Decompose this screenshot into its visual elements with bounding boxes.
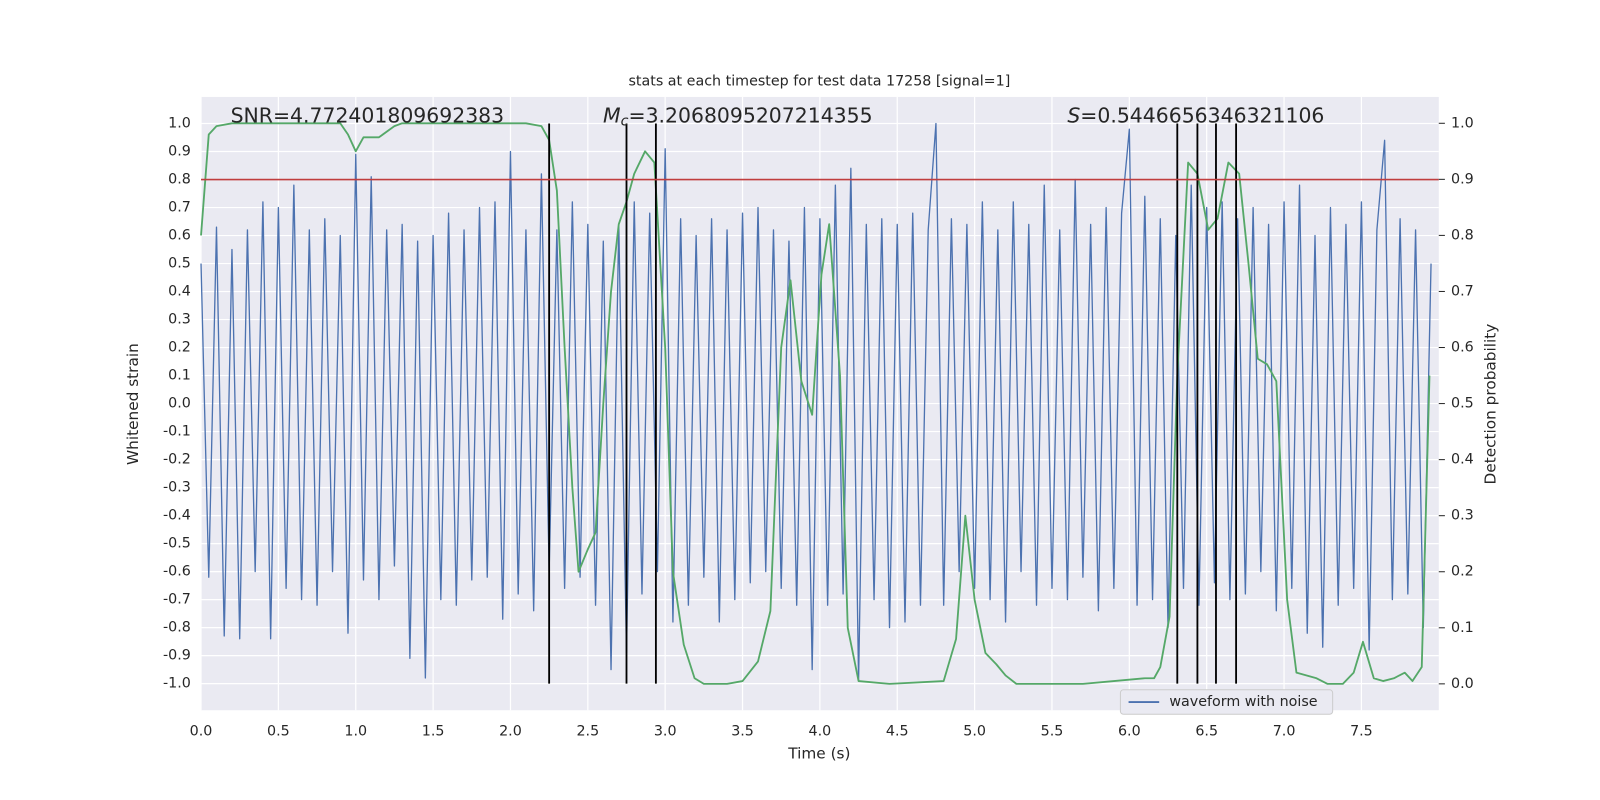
legend-box <box>1119 689 1334 715</box>
y-tick-label: 0.8 <box>168 172 191 188</box>
annotation-text: =3.2068095207214355 <box>628 103 872 127</box>
chart-title: stats at each timestep for test data 172… <box>628 74 1010 90</box>
y2-tick-label: 0.4 <box>1451 452 1474 468</box>
y-tick-label: -0.6 <box>163 564 191 580</box>
x-tick-label: 0.0 <box>190 724 213 740</box>
y-tick-label: 0.9 <box>168 144 191 160</box>
y-tick-label: -0.3 <box>163 480 191 496</box>
annotation-symbol: S <box>1067 103 1080 127</box>
annotation-symbol: M <box>603 103 621 127</box>
annotation-text: =0.5446656346321106 <box>1080 103 1324 127</box>
legend: waveform with noise <box>1119 689 1334 715</box>
annotation-subscript: c <box>621 113 629 129</box>
legend-label: waveform with noise <box>1169 694 1317 710</box>
y-tick-label: 1.0 <box>168 116 191 132</box>
y2-tick-label: 0.8 <box>1451 227 1474 243</box>
x-tick-label: 1.0 <box>344 724 367 740</box>
series-line <box>200 122 1431 685</box>
y-tick-label: 0.7 <box>168 200 191 216</box>
y-tick-label: -0.1 <box>163 424 191 440</box>
x-tick-label: 2.0 <box>499 724 522 740</box>
y2-tick-label: 0.6 <box>1451 340 1474 356</box>
y2-axis-label: Detection probability <box>1481 324 1499 485</box>
x-tick-label: 1.5 <box>422 724 445 740</box>
y-tick-label: -0.7 <box>163 592 191 608</box>
y-tick-label: -0.9 <box>163 648 191 664</box>
annotation-text: SNR=4.772401809692383 <box>231 103 505 127</box>
y-tick-label: -0.4 <box>163 508 191 524</box>
y-tick-label: 0.4 <box>168 284 191 300</box>
x-tick-label: 2.5 <box>576 724 599 740</box>
y-tick-label: 0.6 <box>168 228 191 244</box>
y2-tick-label: 0.2 <box>1451 564 1474 580</box>
y-tick-label: -1.0 <box>163 676 191 692</box>
x-tick-label: 6.5 <box>1195 724 1218 740</box>
y2-tick-label: 0.3 <box>1451 508 1474 524</box>
y-tick-label: 0.0 <box>168 396 191 412</box>
y-tick-label: 0.1 <box>168 368 191 384</box>
x-tick-label: 7.0 <box>1273 724 1296 740</box>
y-tick-label: -0.8 <box>163 620 191 636</box>
x-tick-label: 0.5 <box>267 724 290 740</box>
y-axis-label: Whitened strain <box>124 343 142 465</box>
y-tick-label: -0.2 <box>163 452 191 468</box>
x-tick-label: 7.5 <box>1350 724 1373 740</box>
annotation: Mc=3.2068095207214355 <box>603 103 873 129</box>
labels: 0.0 0.5 1.0 1.5 2.0 2.5 3.0 3.5 4.0 4.5 5.0 5.5 6.0 6… <box>163 115 1474 739</box>
x-tick-label: 3.0 <box>654 724 677 740</box>
series-line <box>200 122 1432 682</box>
x-axis-label: Time (s) <box>787 745 850 763</box>
x-tick-label: 3.5 <box>731 724 754 740</box>
y2-tick-label: 0.5 <box>1451 396 1474 412</box>
y-tick-label: -0.5 <box>163 536 191 552</box>
x-tick-label: 5.5 <box>1041 724 1064 740</box>
x-tick-label: 4.0 <box>809 724 832 740</box>
annotation: SNR=4.772401809692383 <box>231 103 505 127</box>
annotation: S=0.5446656346321106 <box>1067 103 1324 127</box>
y2-tick-label: 0.1 <box>1451 620 1474 636</box>
x-tick-label: 6.0 <box>1118 724 1141 740</box>
y2-tick-label: 0.9 <box>1451 171 1474 187</box>
y-tick-label: 0.5 <box>168 256 191 272</box>
marks <box>200 122 1439 685</box>
y2-tick-label: 0.0 <box>1451 676 1474 692</box>
y2-tick-label: 1.0 <box>1451 115 1474 131</box>
y-tick-label: 0.2 <box>168 340 191 356</box>
x-tick-label: 5.0 <box>963 724 986 740</box>
y2-tick-label: 0.7 <box>1451 283 1474 299</box>
y-tick-label: 0.3 <box>168 312 191 328</box>
x-tick-label: 4.5 <box>886 724 909 740</box>
